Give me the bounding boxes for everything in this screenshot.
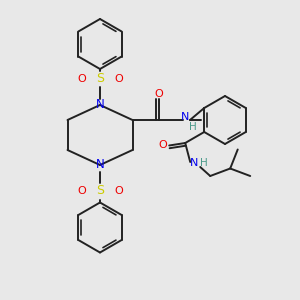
Text: O: O: [77, 186, 86, 196]
Text: O: O: [154, 89, 164, 99]
Text: O: O: [159, 140, 168, 151]
Text: O: O: [114, 186, 123, 196]
Text: N: N: [181, 112, 189, 122]
Text: N: N: [96, 158, 104, 172]
Text: O: O: [77, 74, 86, 84]
Text: S: S: [96, 184, 104, 197]
Text: H: H: [189, 122, 196, 131]
Text: H: H: [200, 158, 208, 168]
Text: N: N: [96, 98, 104, 112]
Text: O: O: [114, 74, 123, 84]
Text: N: N: [190, 158, 198, 168]
Text: S: S: [96, 73, 104, 85]
